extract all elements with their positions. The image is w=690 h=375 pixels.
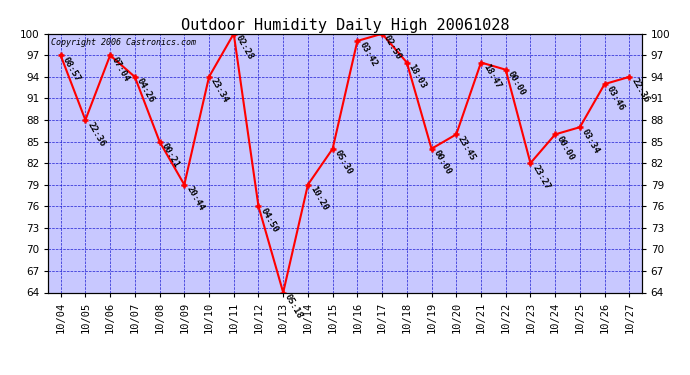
Text: 03:34: 03:34: [580, 127, 601, 155]
Text: 18:47: 18:47: [481, 63, 502, 90]
Text: 04:50: 04:50: [259, 206, 279, 234]
Text: 08:57: 08:57: [61, 56, 82, 83]
Text: 20:44: 20:44: [184, 185, 206, 213]
Text: 02:28: 02:28: [234, 34, 255, 62]
Text: 23:45: 23:45: [456, 134, 477, 162]
Text: 00:00: 00:00: [555, 134, 576, 162]
Text: 00:00: 00:00: [506, 70, 527, 98]
Text: 00:21: 00:21: [159, 142, 181, 170]
Text: 02:50: 02:50: [382, 34, 404, 62]
Text: 04:26: 04:26: [135, 77, 156, 105]
Text: 23:27: 23:27: [531, 163, 552, 191]
Text: 03:46: 03:46: [604, 84, 626, 112]
Text: 22:36: 22:36: [629, 77, 651, 105]
Text: 18:03: 18:03: [407, 63, 428, 90]
Text: 22:36: 22:36: [86, 120, 107, 148]
Text: 23:34: 23:34: [209, 77, 230, 105]
Text: 10:20: 10:20: [308, 185, 329, 213]
Text: 07:04: 07:04: [110, 56, 131, 83]
Text: 05:18: 05:18: [283, 292, 304, 320]
Text: Copyright 2006 Castronics.com: Copyright 2006 Castronics.com: [51, 38, 196, 46]
Text: 03:42: 03:42: [357, 41, 379, 69]
Text: 05:30: 05:30: [333, 149, 354, 177]
Text: 00:00: 00:00: [431, 149, 453, 177]
Title: Outdoor Humidity Daily High 20061028: Outdoor Humidity Daily High 20061028: [181, 18, 509, 33]
